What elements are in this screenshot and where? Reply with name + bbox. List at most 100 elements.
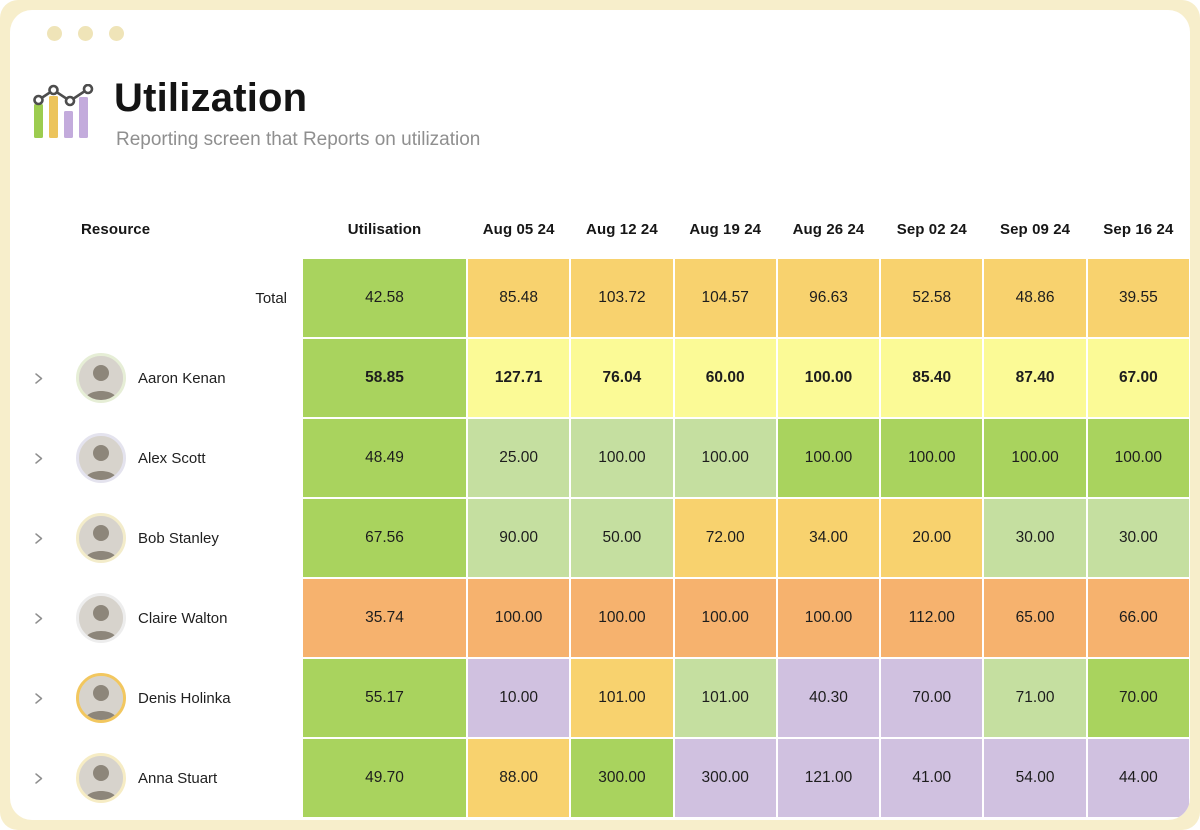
value-cell: 85.48 bbox=[467, 258, 571, 338]
page-subtitle: Reporting screen that Reports on utiliza… bbox=[116, 129, 481, 150]
table-row: Bob Stanley 67.56 90.00 50.00 72.00 34.00 20.0… bbox=[10, 498, 1190, 578]
value-cell: 48.49 bbox=[302, 418, 467, 498]
value-cell: 300.00 bbox=[570, 738, 674, 818]
value-cell: 121.00 bbox=[776, 738, 881, 818]
value-cell: 100.00 bbox=[776, 338, 881, 418]
column-header: Sep 09 24 bbox=[1000, 220, 1071, 238]
value-cell: 30.00 bbox=[983, 498, 1087, 578]
window-controls bbox=[47, 26, 124, 41]
value-cell: 44.00 bbox=[1086, 738, 1190, 818]
person-silhouette-icon bbox=[79, 516, 123, 560]
column-header: Aug 05 24 bbox=[482, 220, 555, 238]
value-cell: 52.58 bbox=[880, 258, 984, 338]
value-cell: 90.00 bbox=[467, 498, 571, 578]
person-name: Claire Walton bbox=[138, 609, 228, 627]
table-row: Alex Scott 48.49 25.00 100.00 100.00 100.00 10… bbox=[10, 418, 1190, 498]
value-cell: 66.00 bbox=[1086, 578, 1190, 658]
value-cell: 100.00 bbox=[776, 578, 881, 658]
value-cell: 50.00 bbox=[570, 498, 674, 578]
table-row: Claire Walton 35.74 100.00 100.00 100.00 100.… bbox=[10, 578, 1190, 658]
person-name: Alex Scott bbox=[138, 449, 206, 467]
value-cell: 39.55 bbox=[1086, 258, 1190, 338]
window-control-dot[interactable] bbox=[47, 26, 62, 41]
avatar bbox=[76, 353, 126, 403]
value-cell: 65.00 bbox=[983, 578, 1087, 658]
value-cell: 100.00 bbox=[983, 418, 1087, 498]
person-silhouette-icon bbox=[79, 756, 123, 800]
bar-line-chart-icon bbox=[33, 84, 94, 138]
resource-cell: Aaron Kenan bbox=[10, 338, 302, 418]
table-body: Total 42.58 85.48 103.72 104.57 96.63 52.58 48.… bbox=[10, 258, 1190, 818]
resource-cell: Alex Scott bbox=[10, 418, 302, 498]
resource-cell: Anna Stuart bbox=[10, 738, 302, 818]
value-cell: 87.40 bbox=[983, 338, 1087, 418]
app-header: Utilization Reporting screen that Report… bbox=[32, 76, 480, 151]
value-cell: 100.00 bbox=[673, 578, 777, 658]
value-cell: 25.00 bbox=[467, 418, 571, 498]
column-header: Aug 26 24 bbox=[792, 220, 865, 238]
resource-cell: Claire Walton bbox=[10, 578, 302, 658]
value-cell: 76.04 bbox=[570, 338, 674, 418]
person-silhouette-icon bbox=[79, 356, 123, 400]
chevron-right-icon[interactable] bbox=[32, 452, 45, 465]
table-row: Anna Stuart 49.70 88.00 300.00 300.00 121.00 4… bbox=[10, 738, 1190, 818]
value-cell: 70.00 bbox=[1086, 658, 1190, 738]
column-header-resource: Resource bbox=[81, 220, 151, 238]
value-cell: 48.86 bbox=[983, 258, 1087, 338]
value-cell: 101.00 bbox=[570, 658, 674, 738]
value-cell: 112.00 bbox=[880, 578, 984, 658]
resource-cell: Denis Holinka bbox=[10, 658, 302, 738]
table-header-row: Resource Utilisation Aug 05 24 Aug 12 24 Au… bbox=[10, 200, 1190, 258]
value-cell: 10.00 bbox=[467, 658, 571, 738]
value-cell: 100.00 bbox=[467, 578, 571, 658]
value-cell: 100.00 bbox=[880, 418, 984, 498]
chevron-right-icon[interactable] bbox=[32, 772, 45, 785]
utilization-table: Resource Utilisation Aug 05 24 Aug 12 24 Au… bbox=[10, 200, 1190, 818]
chevron-right-icon[interactable] bbox=[32, 532, 45, 545]
value-cell: 41.00 bbox=[880, 738, 984, 818]
value-cell: 30.00 bbox=[1086, 498, 1190, 578]
column-header: Aug 12 24 bbox=[586, 220, 658, 238]
chevron-right-icon[interactable] bbox=[32, 612, 45, 625]
column-header: Utilisation bbox=[347, 220, 422, 238]
value-cell: 96.63 bbox=[776, 258, 881, 338]
value-cell: 127.71 bbox=[467, 338, 571, 418]
window-control-dot[interactable] bbox=[78, 26, 93, 41]
avatar bbox=[76, 753, 126, 803]
value-cell: 71.00 bbox=[983, 658, 1087, 738]
value-cell: 70.00 bbox=[880, 658, 984, 738]
value-cell: 20.00 bbox=[880, 498, 984, 578]
value-cell: 67.56 bbox=[302, 498, 467, 578]
chevron-right-icon[interactable] bbox=[32, 692, 45, 705]
value-cell: 100.00 bbox=[776, 418, 881, 498]
chevron-right-icon[interactable] bbox=[32, 372, 45, 385]
value-cell: 42.58 bbox=[302, 258, 467, 338]
column-header: Sep 02 24 bbox=[896, 220, 967, 238]
window-control-dot[interactable] bbox=[109, 26, 124, 41]
value-cell: 49.70 bbox=[302, 738, 467, 818]
column-header: Aug 19 24 bbox=[689, 220, 762, 238]
value-cell: 100.00 bbox=[570, 578, 674, 658]
column-header: Sep 16 24 bbox=[1103, 220, 1174, 238]
person-name: Aaron Kenan bbox=[138, 369, 226, 387]
value-cell: 88.00 bbox=[467, 738, 571, 818]
value-cell: 85.40 bbox=[880, 338, 984, 418]
page-title: Utilization bbox=[114, 76, 308, 120]
person-silhouette-icon bbox=[79, 436, 123, 480]
person-silhouette-icon bbox=[79, 676, 123, 720]
value-cell: 55.17 bbox=[302, 658, 467, 738]
value-cell: 58.85 bbox=[302, 338, 467, 418]
avatar bbox=[76, 673, 126, 723]
person-name: Anna Stuart bbox=[138, 769, 218, 787]
avatar bbox=[76, 593, 126, 643]
value-cell: 104.57 bbox=[673, 258, 777, 338]
table-row: Aaron Kenan 58.85 127.71 76.04 60.00 100.00 85… bbox=[10, 338, 1190, 418]
total-row-label: Total bbox=[255, 289, 287, 307]
value-cell: 34.00 bbox=[776, 498, 881, 578]
value-cell: 72.00 bbox=[673, 498, 777, 578]
value-cell: 54.00 bbox=[983, 738, 1087, 818]
avatar bbox=[76, 513, 126, 563]
value-cell: 67.00 bbox=[1086, 338, 1190, 418]
value-cell: 101.00 bbox=[673, 658, 777, 738]
